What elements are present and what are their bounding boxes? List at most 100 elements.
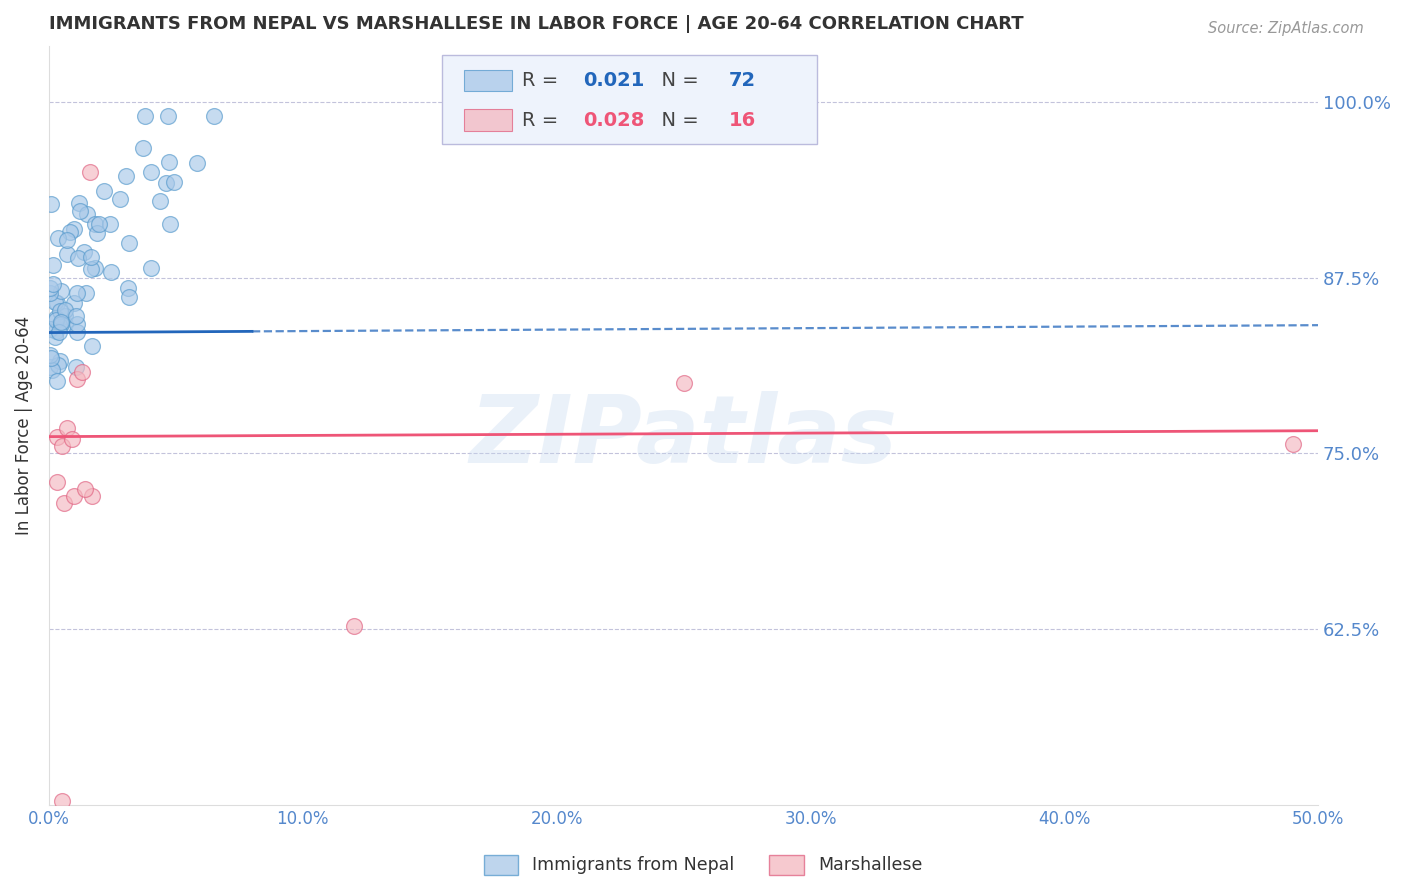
Point [132,141,155,155]
Point [48,318,70,333]
Point [86,226,108,240]
Text: N =: N = [650,71,706,90]
Text: 16: 16 [730,111,756,129]
Point [73,482,96,496]
Point [53,317,76,331]
Point [79,165,101,179]
Point [56,233,79,247]
Point [56,247,79,261]
Point [80,250,103,264]
Point [65,359,87,374]
Point [49,304,72,318]
Point [139,260,162,275]
Point [67,251,90,265]
Text: 72: 72 [730,71,756,90]
Point [45,324,67,338]
Point [108,192,131,206]
Point [157,109,180,123]
Point [51,440,73,454]
Point [159,218,181,232]
Point [66,318,89,332]
Point [60,433,83,447]
Point [39,348,62,362]
Point [45,310,67,325]
Point [46,358,69,372]
Point [75,285,97,300]
Point [49,318,72,332]
FancyBboxPatch shape [464,110,512,131]
Point [51,794,73,808]
Point [45,475,67,489]
Y-axis label: In Labor Force | Age 20-64: In Labor Force | Age 20-64 [15,316,32,535]
Text: 0.028: 0.028 [583,111,645,129]
Point [149,194,172,208]
Point [51,284,73,298]
Point [139,165,162,179]
Point [53,303,76,318]
Point [48,325,70,339]
Point [70,365,93,379]
Point [62,296,84,310]
Point [41,363,63,377]
Point [66,372,89,386]
Point [83,261,105,276]
Point [53,310,76,324]
Point [46,231,69,245]
Point [83,217,105,231]
Point [342,619,364,633]
Point [100,265,122,279]
Text: N =: N = [650,111,706,129]
Point [157,155,180,169]
Point [186,155,208,169]
Text: R =: R = [523,71,565,90]
Point [67,196,90,211]
Point [73,244,96,259]
Point [1281,436,1303,450]
Point [118,290,141,304]
Point [118,236,141,251]
Point [114,169,136,183]
Point [44,330,66,344]
Point [39,197,62,211]
Point [45,375,67,389]
Point [45,312,67,326]
Point [80,262,103,277]
Point [49,315,72,329]
Point [82,489,104,503]
Text: R =: R = [523,111,565,129]
Point [39,351,62,365]
Point [59,225,82,239]
Point [76,207,98,221]
Point [45,429,67,443]
Point [53,496,76,510]
Point [202,109,225,123]
Point [80,339,103,353]
Point [155,176,177,190]
Point [39,281,62,295]
Point [39,286,62,301]
Point [65,309,87,323]
Point [672,376,695,391]
Point [163,175,186,189]
Text: Source: ZipAtlas.com: Source: ZipAtlas.com [1208,21,1364,36]
Point [46,295,69,310]
Point [93,184,115,198]
Point [42,277,65,292]
Point [66,325,89,339]
Text: ZIPatlas: ZIPatlas [470,391,897,483]
Point [87,217,110,231]
Text: IMMIGRANTS FROM NEPAL VS MARSHALLESE IN LABOR FORCE | AGE 20-64 CORRELATION CHAR: IMMIGRANTS FROM NEPAL VS MARSHALLESE IN … [49,15,1024,33]
Point [134,109,156,123]
FancyBboxPatch shape [464,70,512,91]
Point [98,217,121,231]
FancyBboxPatch shape [443,54,817,145]
Point [39,360,62,375]
Point [49,354,72,368]
Point [63,222,86,236]
Point [63,489,86,503]
Point [117,281,139,295]
Legend: Immigrants from Nepal, Marshallese: Immigrants from Nepal, Marshallese [477,847,929,881]
Point [44,295,66,310]
Text: 0.021: 0.021 [583,71,645,90]
Point [39,321,62,335]
